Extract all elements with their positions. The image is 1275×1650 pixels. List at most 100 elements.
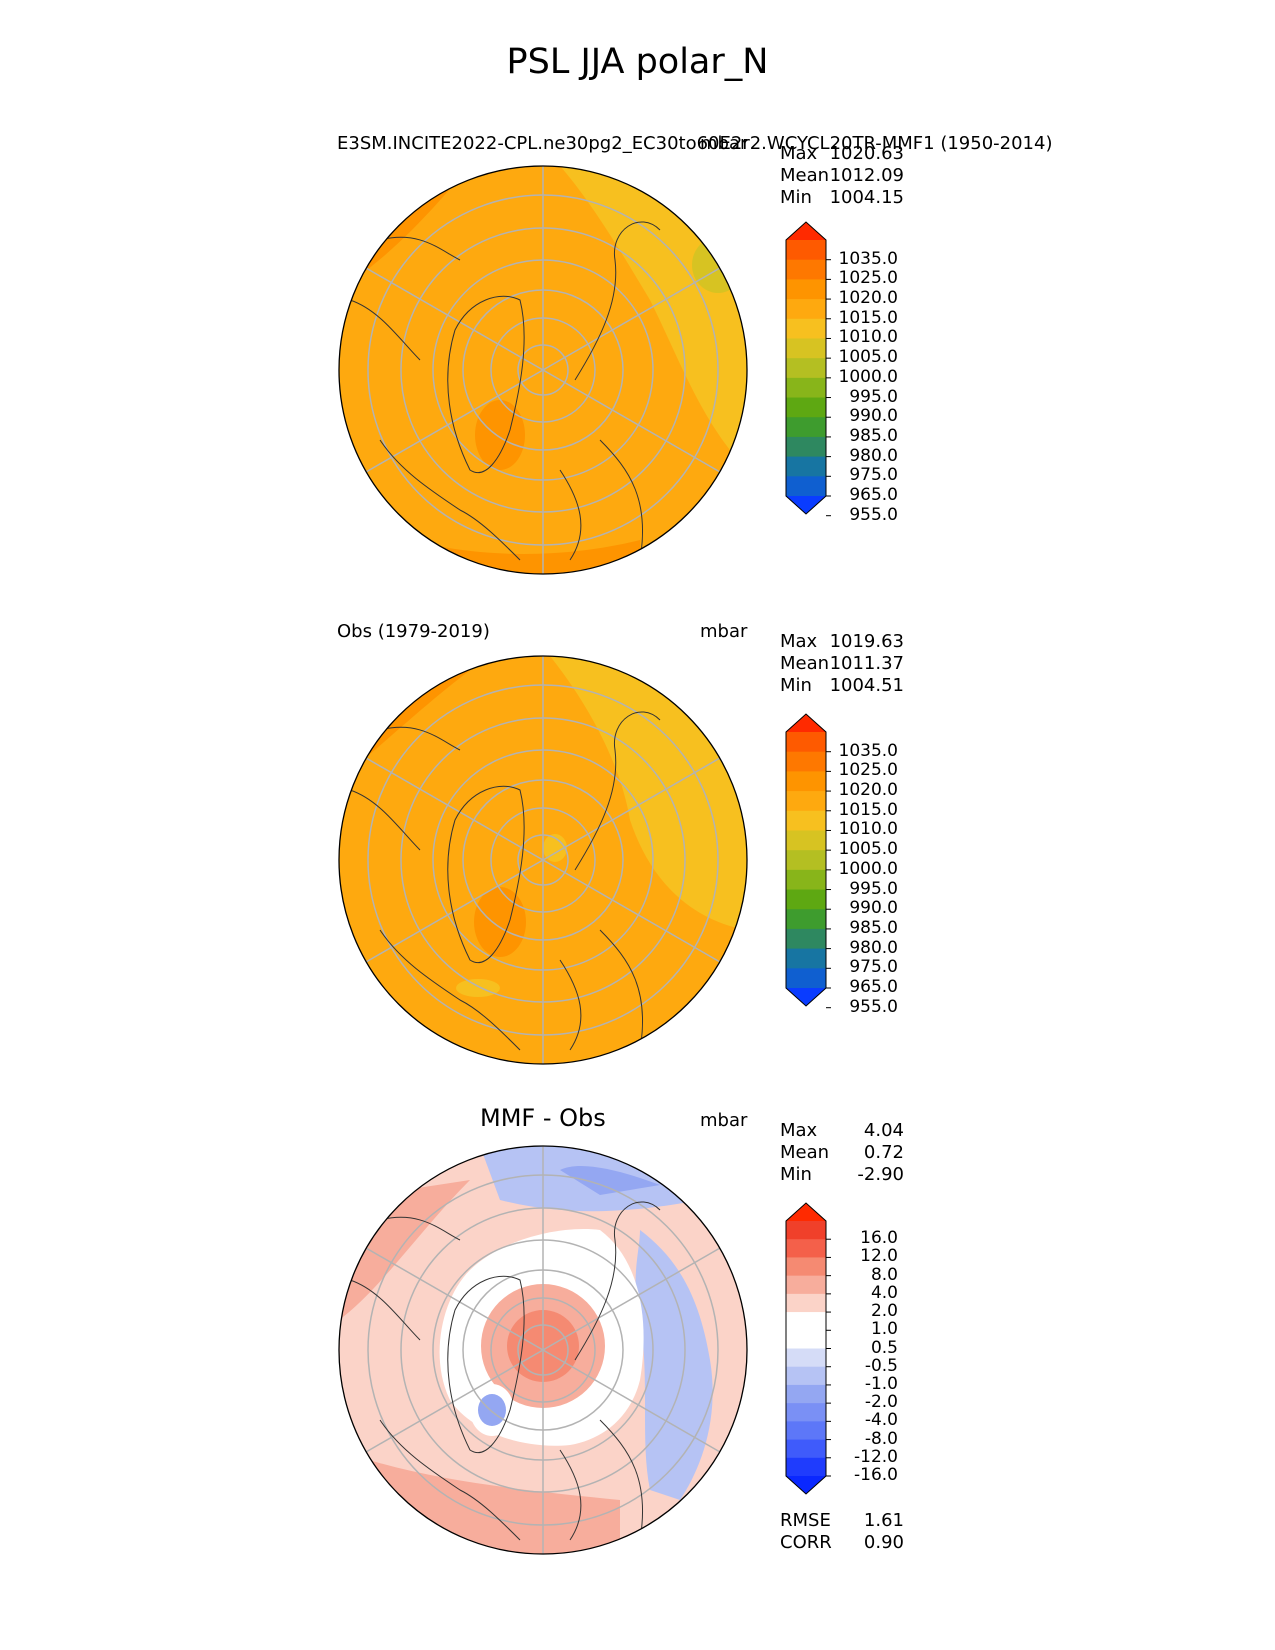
- panel-test-stat-value: 1012.09: [829, 165, 904, 186]
- colorbar-tick-label: 980.0: [849, 937, 898, 958]
- colorbar-segment: [786, 377, 826, 399]
- colorbar-test: [785, 221, 831, 517]
- gridlines: [365, 656, 721, 1064]
- gridlines: [365, 166, 721, 574]
- colorbar-extend-min: [786, 1476, 826, 1494]
- colorbar-difference: [785, 1202, 831, 1495]
- colorbar-tick-label: -16.0: [854, 1465, 898, 1485]
- colorbar-tick-label: 995.0: [849, 878, 898, 899]
- colorbar-reference: [785, 713, 831, 1009]
- colorbar-segment: [786, 751, 826, 772]
- colorbar-tick-label: 1035.0: [838, 248, 898, 269]
- colorbar-segment: [786, 279, 826, 300]
- colorbar-tick-label: -12.0: [854, 1446, 898, 1467]
- diff-negative-spot: [478, 1394, 506, 1426]
- colorbar-segment: [786, 1275, 826, 1295]
- panel-diff-stat-value: 4.04: [863, 1120, 904, 1141]
- panel-test-stat-value: 1004.15: [829, 187, 904, 208]
- colorbar-tick-label: 985.0: [849, 917, 898, 938]
- colorbar-segment: [786, 1221, 826, 1240]
- colorbar-segment: [786, 1293, 826, 1313]
- colorbar-tick-label: -1.0: [864, 1373, 898, 1394]
- map-reference-boundary: [338, 655, 748, 1065]
- colorbar-tick-label: 1025.0: [838, 268, 898, 289]
- colorbar-segment: [786, 1457, 826, 1477]
- colorbar-tick-label: 1025.0: [838, 760, 898, 781]
- colorbar-tick-label: 1015.0: [838, 799, 898, 820]
- colorbar-segment: [786, 1257, 826, 1277]
- colorbar-segment: [786, 968, 826, 989]
- field-greenland-high: [475, 400, 525, 470]
- colorbar-segment: [786, 1421, 826, 1441]
- panel-test-stat-label: Mean: [780, 165, 830, 186]
- colorbar-segment: [786, 869, 826, 891]
- colorbar-tick-label: 1010.0: [838, 819, 898, 840]
- colorbar-segment: [786, 850, 826, 871]
- panel-diff-metric-label: CORR: [780, 1532, 832, 1553]
- colorbar-tick-label: 1015.0: [838, 307, 898, 328]
- field-low-spot: [456, 979, 500, 997]
- diff-negative-core: [560, 1165, 660, 1195]
- panel-ref-stat-value: 1011.37: [829, 653, 904, 674]
- colorbar-segment: [786, 1366, 826, 1386]
- coastlines: [349, 1201, 661, 1541]
- panel-ref-stat-label: Max: [780, 631, 818, 652]
- colorbar-segment: [786, 889, 826, 910]
- colorbar-tick-label: 8.0: [870, 1264, 898, 1285]
- colorbar-segment: [786, 732, 826, 753]
- colorbar-tick-label: 1.0: [870, 1319, 898, 1340]
- panel-test-stat-label: Max: [780, 143, 818, 164]
- field-pole-low: [543, 834, 567, 862]
- field-greenland-high: [474, 887, 526, 957]
- field-high-pressure-region: [380, 530, 640, 574]
- map-reference: [339, 656, 747, 1064]
- colorbar-tick-label: 1035.0: [838, 740, 898, 761]
- colorbar-tick-label: 12.0: [860, 1246, 898, 1267]
- colorbar-tick-label: 1000.0: [838, 366, 898, 387]
- colorbar-tick-label: 995.0: [849, 386, 898, 407]
- colorbar-tick-label: -4.0: [864, 1410, 898, 1431]
- colorbar-segment: [786, 259, 826, 280]
- colorbar-tick-label: 965.0: [849, 485, 898, 505]
- coastlines: [349, 711, 661, 1051]
- map-difference: [339, 1146, 747, 1554]
- colorbar-segment: [786, 948, 826, 969]
- colorbar-extend-max: [786, 222, 826, 240]
- colorbar-tick-label: 955.0: [849, 504, 898, 525]
- panel-ref-left-title: Obs (1979-2019): [337, 621, 490, 642]
- panel-test-stat-value: 1020.63: [829, 143, 904, 164]
- panel-test-stat-label: Min: [780, 187, 812, 208]
- panel-ref-stat-value: 1019.63: [829, 631, 904, 652]
- map-test-boundary: [338, 165, 748, 575]
- colorbar-segment: [786, 810, 826, 832]
- panel-ref-stat-label: Min: [780, 675, 812, 696]
- colorbar-tick-label: -8.0: [864, 1428, 898, 1449]
- colorbar-tick-label: 1010.0: [838, 327, 898, 348]
- colorbar-tick-label: 975.0: [849, 957, 898, 978]
- colorbar-segment: [786, 928, 826, 950]
- colorbar-segment: [786, 456, 826, 477]
- panel-diff-metric-value: 1.61: [863, 1510, 904, 1531]
- diff-negative-region: [635, 1230, 713, 1500]
- panel-diff-units: mbar: [700, 1110, 748, 1131]
- colorbar-segment: [786, 397, 826, 418]
- colorbar-segment: [786, 1439, 826, 1459]
- panel-diff-metric-label: RMSE: [780, 1510, 831, 1531]
- colorbar-tick-label: 980.0: [849, 445, 898, 466]
- colorbar-tick-label: 4.0: [870, 1282, 898, 1303]
- colorbar-segment: [786, 318, 826, 340]
- figure-title: PSL JJA polar_N: [506, 42, 769, 82]
- colorbar-tick-label: 1020.0: [838, 780, 898, 801]
- colorbar-tick-label: 16.0: [860, 1228, 898, 1249]
- panel-diff-stat-value: 0.72: [863, 1142, 904, 1163]
- colorbar-extend-max: [786, 714, 826, 732]
- colorbar-tick-label: 1005.0: [838, 839, 898, 860]
- colorbar-segment: [786, 1348, 826, 1368]
- colorbar-segment: [786, 791, 826, 812]
- colorbar-tick-label: 2.0: [870, 1301, 898, 1322]
- colorbar-segment: [786, 299, 826, 320]
- colorbar-extend-min: [786, 988, 826, 1006]
- panel-diff-stat-label: Min: [780, 1164, 812, 1185]
- colorbar-tick-label: 975.0: [849, 465, 898, 486]
